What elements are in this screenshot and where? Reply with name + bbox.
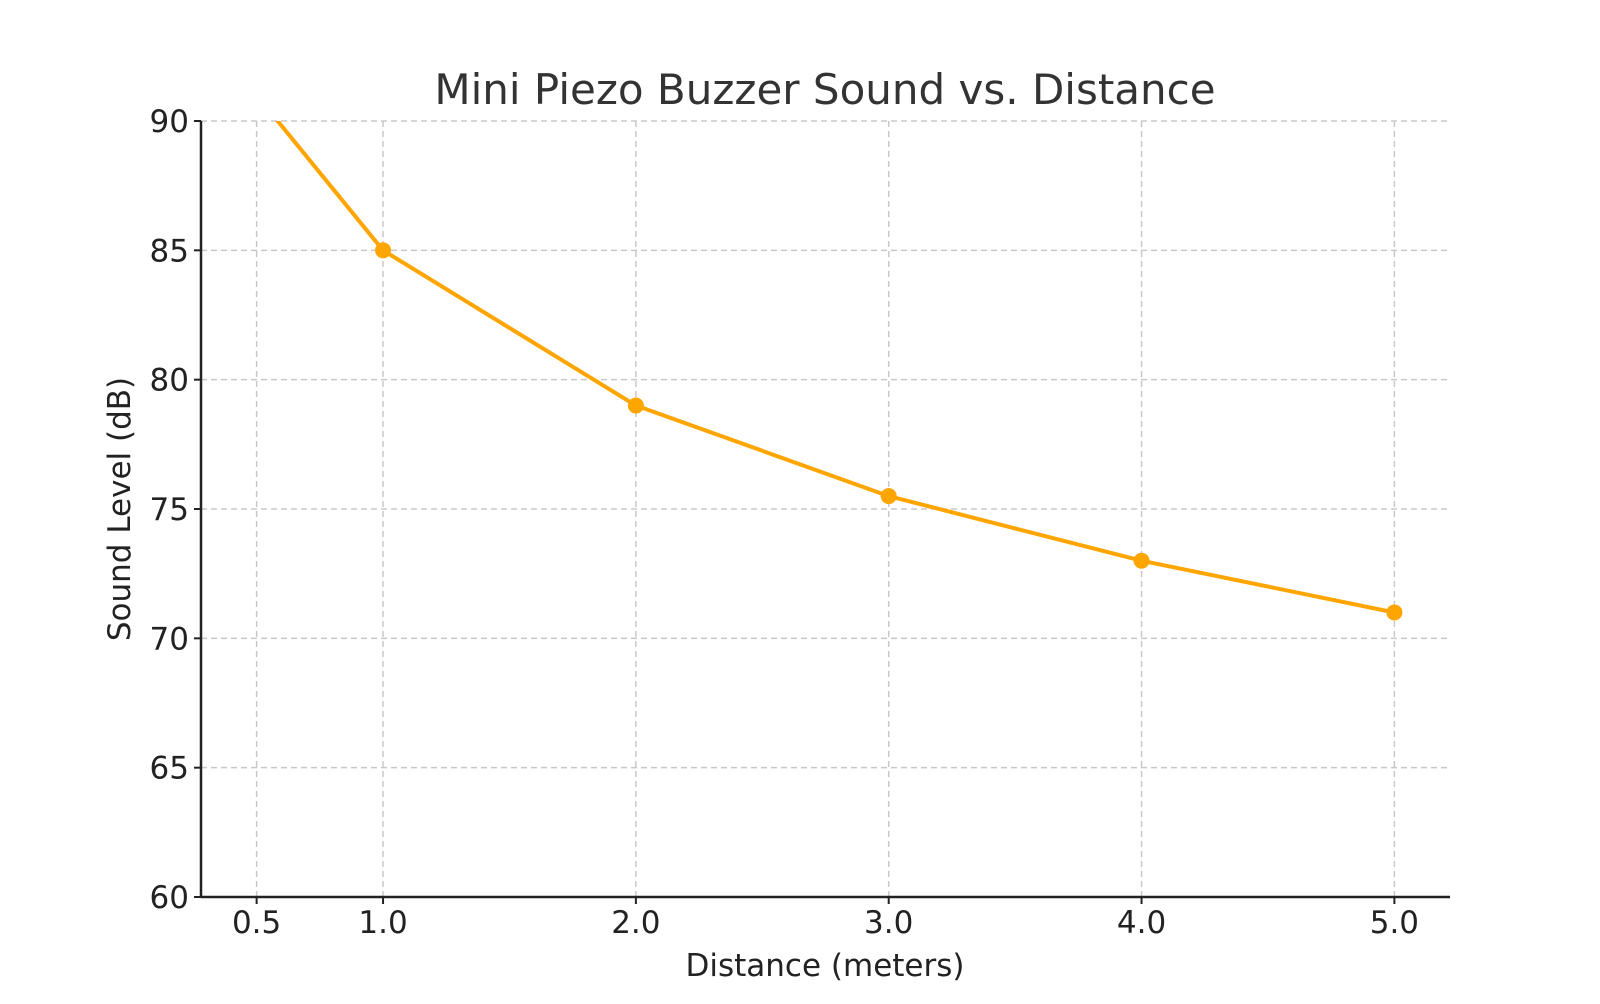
x-tick-label: 5.0	[1370, 905, 1419, 941]
y-axis-label: Sound Level (dB)	[102, 377, 138, 641]
y-tick-label: 60	[150, 880, 189, 916]
data-point	[249, 87, 265, 103]
data-point	[1386, 604, 1403, 621]
x-axis-label: Distance (meters)	[686, 948, 965, 984]
x-tick-label: 0.5	[232, 905, 281, 941]
y-tick-label: 75	[150, 492, 189, 528]
chart-title: Mini Piezo Buzzer Sound vs. Distance	[434, 65, 1215, 114]
series-line	[275, 121, 1397, 615]
y-tick-label: 70	[150, 621, 189, 657]
x-tick-label: 2.0	[611, 905, 660, 941]
x-tick-label: 4.0	[1117, 905, 1166, 941]
y-axis-ticks: 60 65 70 75 80 85 90	[150, 104, 201, 916]
data-point	[627, 397, 644, 414]
y-tick-label: 65	[150, 751, 189, 787]
x-axis-ticks: 0.5 1.0 2.0 3.0 4.0 5.0	[232, 897, 1419, 941]
grid	[201, 120, 1450, 897]
x-tick-label: 1.0	[358, 905, 407, 941]
data-point	[1133, 552, 1150, 569]
series-group	[249, 87, 1403, 621]
x-tick-label: 3.0	[864, 905, 913, 941]
data-point	[880, 488, 897, 505]
y-tick-label: 85	[150, 233, 189, 269]
y-tick-label: 90	[150, 104, 189, 140]
data-point	[375, 242, 392, 259]
y-tick-label: 80	[150, 363, 189, 399]
